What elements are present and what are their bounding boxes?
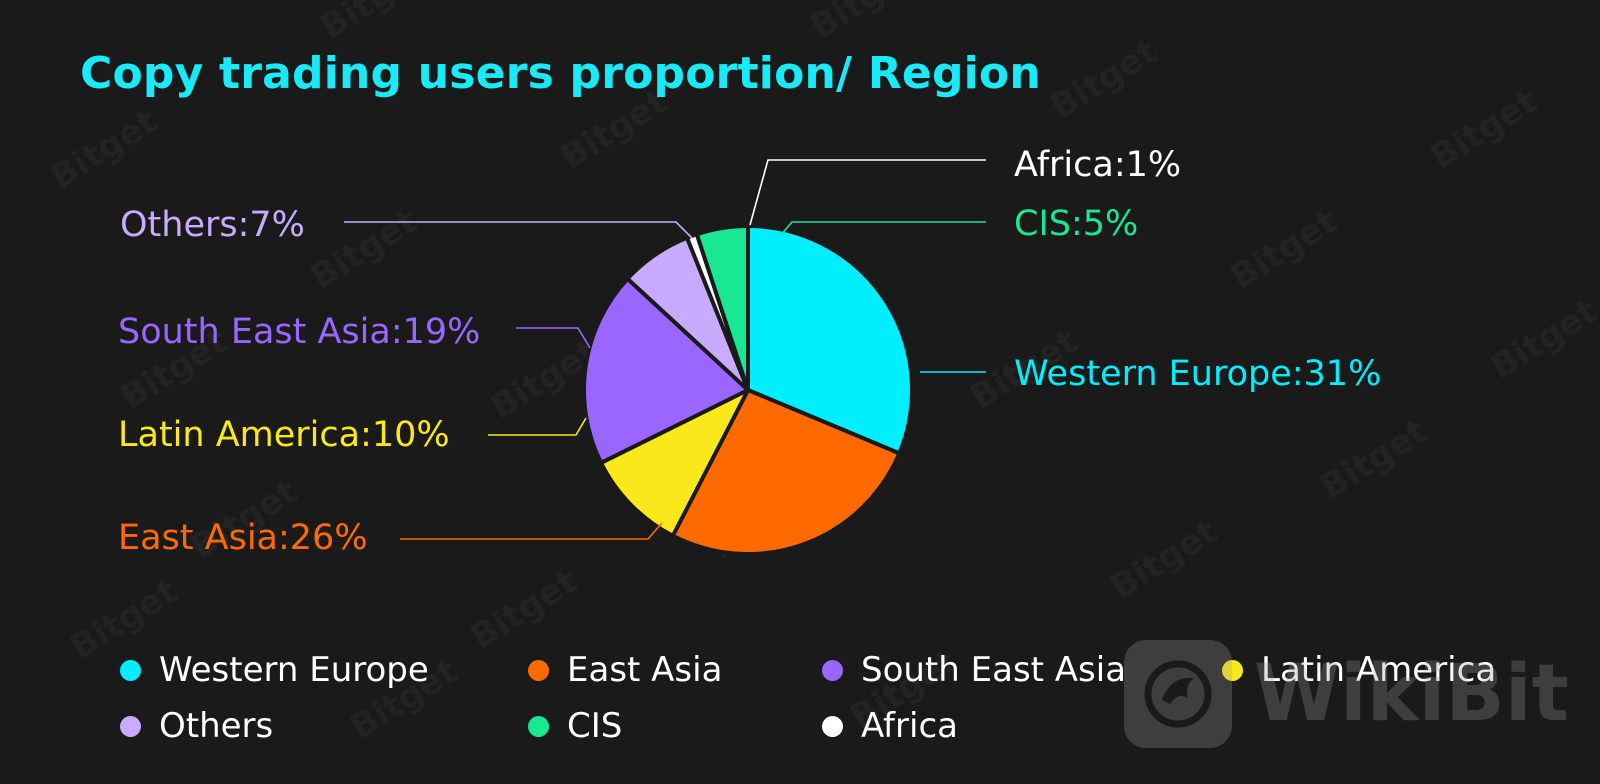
- legend-item-east-asia: East Asia: [528, 650, 822, 690]
- legend-label: Africa: [861, 706, 958, 746]
- pie-slice-south-east-asia: [582, 276, 750, 465]
- slice-label-latin-america: Latin America:10%: [118, 415, 450, 455]
- pie-slice-east-asia: [670, 388, 902, 556]
- legend-item-cis: CIS: [528, 706, 822, 746]
- legend-item-others: Others: [120, 706, 528, 746]
- legend-swatch: [120, 659, 141, 681]
- leader-line-south-east-asia: [516, 327, 591, 349]
- legend-swatch: [822, 659, 843, 681]
- legend-item-africa: Africa: [822, 706, 1222, 746]
- legend-swatch: [528, 659, 549, 681]
- legend-label: South East Asia: [861, 650, 1127, 690]
- brand-watermark-text: WikiBit: [1254, 649, 1569, 739]
- slice-label-others: Others:7%: [120, 205, 305, 245]
- watermark-tile: Bitget: [1484, 291, 1600, 387]
- watermark-tile: Bitget: [804, 0, 925, 48]
- watermark-tile: Bitget: [304, 201, 425, 297]
- watermark-tile: Bitget: [1424, 81, 1545, 177]
- legend-swatch: [528, 715, 549, 737]
- slice-label-africa: Africa:1%: [1014, 145, 1181, 185]
- pie-slice-western-europe: [746, 224, 914, 456]
- legend-item-latin-america: Latin America: [1222, 650, 1496, 690]
- chart-legend: Western Europe East Asia South East Asia La…: [120, 642, 1560, 754]
- leader-line-africa: [749, 159, 986, 226]
- legend-swatch: [120, 715, 141, 737]
- legend-label: Latin America: [1261, 650, 1497, 690]
- leader-line-east-asia: [400, 522, 663, 540]
- pie-slices: [582, 224, 914, 556]
- slice-labels: Western Europe:31% East Asia:26% Latin Ame…: [118, 145, 1381, 558]
- watermark-tile: Bitget: [1224, 201, 1345, 297]
- brand-watermark: WikiBit: [1124, 640, 1569, 748]
- eagle-icon: [1124, 640, 1232, 748]
- leader-line-others: [344, 221, 693, 239]
- leader-lines: [344, 159, 986, 540]
- watermark-tile: Bitget: [314, 0, 435, 48]
- watermark-tile: Bitget: [1104, 511, 1225, 607]
- slice-label-south-east-asia: South East Asia:19%: [118, 312, 480, 352]
- watermark-tile: Bitget: [554, 81, 675, 177]
- legend-row: Western Europe East Asia South East Asia La…: [120, 642, 1560, 698]
- legend-item-western-europe: Western Europe: [120, 650, 528, 690]
- legend-label: Western Europe: [159, 650, 429, 690]
- watermark-tile: Bitget: [1044, 31, 1165, 127]
- watermark-tile: Bitget: [1314, 411, 1435, 507]
- pie-slice-cis: [694, 224, 750, 392]
- legend-swatch: [822, 715, 843, 737]
- slice-label-western-europe: Western Europe:31%: [1014, 354, 1381, 394]
- slice-label-cis: CIS:5%: [1014, 204, 1138, 244]
- watermark-tile: Bitget: [44, 101, 165, 197]
- slice-label-east-asia: East Asia:26%: [118, 518, 368, 558]
- leader-line-cis: [779, 221, 986, 237]
- pie-slice-latin-america: [599, 388, 750, 538]
- legend-row: Others CIS Africa: [120, 698, 1560, 754]
- leader-line-latin-america: [488, 417, 587, 436]
- legend-label: CIS: [567, 706, 623, 746]
- legend-label: Others: [159, 706, 274, 746]
- chart-title: Copy trading users proportion/ Region: [80, 48, 1041, 99]
- legend-swatch: [1222, 659, 1243, 681]
- legend-label: East Asia: [567, 650, 723, 690]
- legend-item-south-east-asia: South East Asia: [822, 650, 1222, 690]
